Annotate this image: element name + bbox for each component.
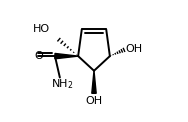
Text: OH: OH <box>125 44 142 54</box>
Text: NH$_2$: NH$_2$ <box>51 77 74 91</box>
Text: OH: OH <box>85 96 103 106</box>
Polygon shape <box>55 53 78 59</box>
Text: HO: HO <box>33 24 50 34</box>
Text: O: O <box>34 51 43 61</box>
Polygon shape <box>92 71 96 93</box>
